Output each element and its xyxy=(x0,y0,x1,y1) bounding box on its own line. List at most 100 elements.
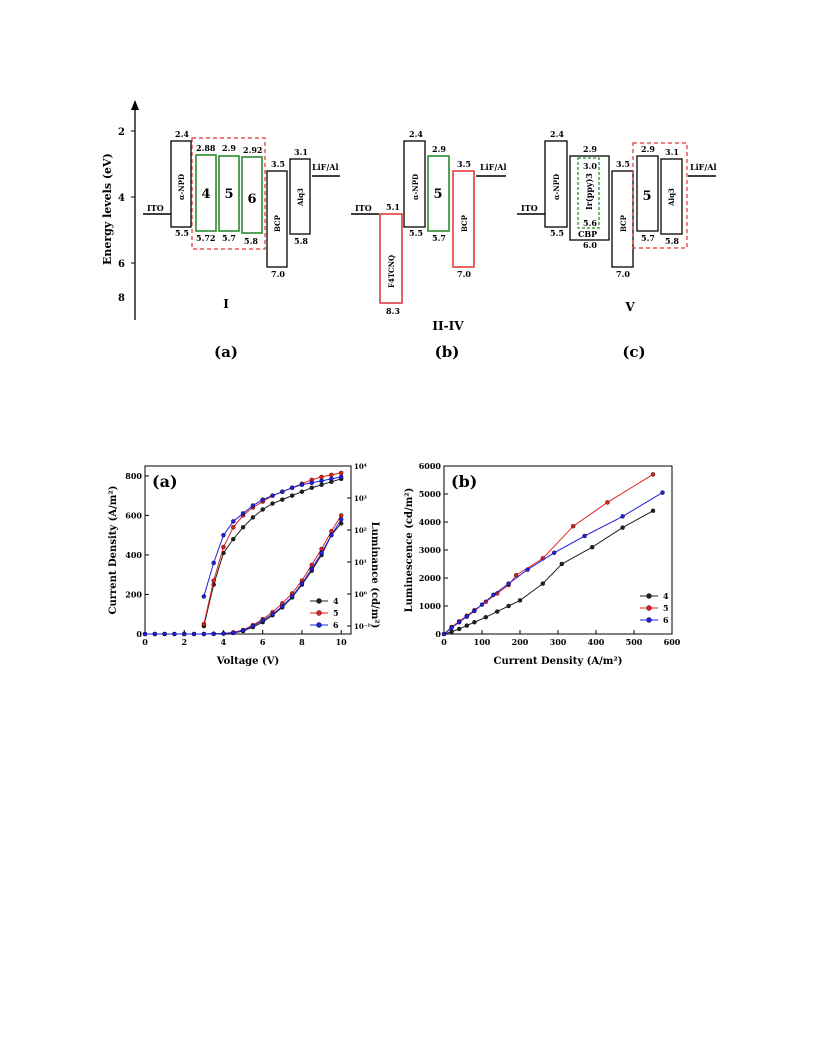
x-tick-label: 6 xyxy=(260,637,266,647)
x-axis-label: Current Density (A/m²) xyxy=(494,656,623,667)
series-4-point xyxy=(250,515,256,520)
y-tick-label: 5000 xyxy=(419,489,442,499)
series-4-point xyxy=(270,501,275,506)
series-6-point xyxy=(250,623,256,629)
irppy-layer xyxy=(577,157,600,229)
device-label: V xyxy=(624,300,635,314)
series-6-point xyxy=(660,490,665,495)
emitter-5-top: 2.9 xyxy=(222,143,236,153)
x-tick-label: 600 xyxy=(664,637,681,647)
series-4-point xyxy=(517,598,523,603)
series-4-point xyxy=(280,497,285,502)
series-6-point xyxy=(231,519,236,524)
series-4-line xyxy=(145,522,342,635)
npd-layer xyxy=(170,140,192,228)
series-6-point xyxy=(172,631,177,637)
y2-axis-label: Luminance (cd/m²) xyxy=(369,522,380,629)
series-4-point xyxy=(590,545,595,550)
y-tick-label: 0 xyxy=(136,629,142,639)
y2-tick-label: 10² xyxy=(354,526,367,535)
series-6-point xyxy=(449,625,454,631)
bcp-layer xyxy=(452,170,475,268)
x-tick-label: 0 xyxy=(142,637,148,647)
x-axis-label: Voltage (V) xyxy=(216,656,279,667)
chart-a-panel-label: (a) xyxy=(152,472,178,491)
alq-label: Alq3 xyxy=(296,188,305,207)
series-6-point xyxy=(142,631,148,637)
series-4-point xyxy=(299,489,305,494)
emitter-5-top: 2.9 xyxy=(641,144,655,154)
series-6-point xyxy=(329,532,334,538)
emitter-5-bottom: 5.7 xyxy=(641,233,655,243)
legend: 4 5 6 xyxy=(310,596,339,630)
cbp-bottom: 6.0 xyxy=(583,240,597,250)
cathode-label: LiF/Al xyxy=(480,162,507,172)
series-5-point xyxy=(319,474,324,480)
panel-a-diagram: ITO α-NPD 2.4 5.5 4 5 6 2.88 2.9 2.92 5.… xyxy=(143,129,340,361)
legend-marker xyxy=(316,610,322,616)
series-6-point xyxy=(260,497,265,502)
series-5-point xyxy=(329,472,334,478)
y-tick-label: 1000 xyxy=(419,601,442,611)
alq-layer xyxy=(660,158,683,235)
legend-entry: 4 xyxy=(663,591,669,601)
y-axis-label: Current Density (A/m²) xyxy=(108,486,119,615)
npd-top: 2.4 xyxy=(175,129,189,139)
legend: 4 5 6 xyxy=(640,591,669,625)
f4tcnq-bottom: 8.3 xyxy=(386,306,400,316)
panel-label: (a) xyxy=(214,343,238,361)
emitter-group-box xyxy=(632,142,688,249)
series-4-point xyxy=(495,609,500,614)
emitter-group-box xyxy=(191,137,266,250)
series-5-point xyxy=(605,500,610,505)
bcp-top: 3.5 xyxy=(616,159,630,169)
series-6-point xyxy=(338,474,344,480)
x-tick-label: 100 xyxy=(474,637,491,647)
series-4-point xyxy=(559,561,564,567)
series-6-point xyxy=(152,631,158,637)
series-6-point xyxy=(506,581,511,586)
npd-label: α-NPD xyxy=(552,174,561,200)
energy-axis: 2 4 6 8 Energy levels (eV) xyxy=(101,100,139,320)
legend-entry: 5 xyxy=(333,608,339,618)
legend-marker xyxy=(646,593,652,599)
series-6-point xyxy=(457,620,462,625)
series-6-point xyxy=(289,485,295,490)
series-6-point xyxy=(491,592,496,597)
series-5-point xyxy=(201,621,207,627)
irppy-bottom: 5.6 xyxy=(583,218,597,228)
y-tick-label: 600 xyxy=(125,510,142,520)
cbp-top: 2.9 xyxy=(583,144,597,154)
cathode-label: LiF/Al xyxy=(312,162,339,172)
series-6-point xyxy=(240,511,246,516)
y2-ticks: 10⁻¹ 10⁰ 10¹ 10² 10³ 10⁴ xyxy=(347,462,371,631)
series-layer xyxy=(142,470,344,637)
series-4-point xyxy=(289,493,295,498)
series-6-point xyxy=(250,503,256,508)
series-5-point xyxy=(571,524,576,529)
series-4-point xyxy=(260,507,265,512)
series-4-point xyxy=(319,482,324,487)
npd-layer xyxy=(403,140,426,228)
emitter-6-label: 6 xyxy=(247,192,256,207)
series-6-line xyxy=(443,492,663,635)
series-6-point xyxy=(270,612,275,617)
energy-level-diagrams: 2 4 6 8 Energy levels (eV) ITO α-NPD 2.4… xyxy=(101,100,717,361)
legend-marker xyxy=(316,622,322,628)
series-6-point xyxy=(260,618,265,623)
chart-b: (b) 0 100 200 300 400 500 600 0 1000 2000 3000 400… xyxy=(404,461,681,667)
bcp-bottom: 7.0 xyxy=(616,269,630,279)
y-tick: 8 xyxy=(118,293,125,304)
series-6-point xyxy=(240,628,246,633)
x-tick-label: 4 xyxy=(221,637,227,647)
npd-bottom: 5.5 xyxy=(175,228,189,238)
alq-layer xyxy=(289,158,311,235)
emitter-4-top: 2.88 xyxy=(196,143,216,153)
series-6-point xyxy=(479,602,485,607)
series-6-point xyxy=(552,550,557,555)
x-tick-label: 300 xyxy=(550,637,567,647)
series-6-point xyxy=(201,594,207,599)
y-ticks: 0 1000 2000 3000 4000 5000 6000 xyxy=(419,461,448,639)
legend-marker xyxy=(646,617,652,623)
